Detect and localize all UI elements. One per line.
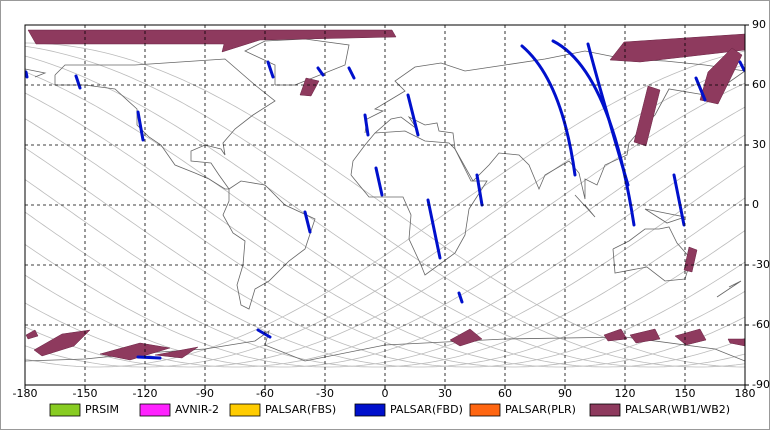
swath: [672, 173, 686, 227]
plot-border: [24, 24, 746, 386]
y-tick-label: -30: [752, 258, 770, 271]
y-tick-label: -60: [752, 318, 770, 331]
x-tick-label: -30: [316, 387, 334, 400]
swath: [457, 291, 464, 304]
swath: [520, 44, 577, 177]
swath: [694, 76, 707, 102]
legend-swatch: [589, 403, 621, 417]
wb-swaths: [25, 29, 745, 361]
swath: [256, 328, 272, 339]
swath: [586, 42, 630, 187]
legend-swatch: [139, 403, 171, 417]
x-tick-label: 60: [498, 387, 512, 400]
swath: [25, 329, 39, 340]
orbit-track: [25, 63, 745, 368]
swath: [629, 328, 661, 344]
swath: [674, 328, 707, 346]
legend-swatch: [49, 403, 81, 417]
legend-label: AVNIR-2: [175, 403, 219, 416]
legend: PRSIM AVNIR-2 PALSAR(FBS) PALSAR(FBD) PALSAR…: [49, 403, 730, 417]
orbit-track: [25, 71, 745, 368]
swath: [551, 39, 636, 227]
coastline: [54, 58, 276, 190]
coastline: [222, 180, 316, 310]
legend-swatch: [354, 403, 386, 417]
coastline: [644, 208, 687, 224]
swath: [299, 77, 320, 97]
coastline: [25, 68, 47, 78]
swath: [406, 93, 420, 137]
coastline: [350, 130, 488, 276]
swath: [303, 210, 312, 234]
swath: [154, 346, 199, 359]
legend-label: PRSIM: [85, 403, 119, 416]
y-tick-label: 0: [752, 198, 759, 211]
legend-swatch: [469, 403, 501, 417]
orbit-track: [25, 147, 745, 368]
swath: [33, 329, 91, 357]
coastline: [612, 226, 692, 282]
fbd-swaths: [25, 39, 745, 360]
swath: [475, 173, 484, 207]
x-tick-label: -90: [196, 387, 214, 400]
x-tick-label: 0: [382, 387, 389, 400]
swath: [683, 246, 698, 273]
swath: [99, 342, 171, 361]
swath: [609, 33, 745, 63]
coastline: [364, 50, 745, 200]
swath: [727, 338, 745, 347]
x-tick-label: -150: [73, 387, 98, 400]
swath: [136, 355, 162, 360]
swath: [374, 166, 384, 197]
swath: [347, 66, 356, 80]
coastline: [574, 194, 596, 218]
coastline: [716, 280, 742, 298]
x-tick-label: 90: [558, 387, 572, 400]
legend-label: PALSAR(PLR): [505, 403, 576, 416]
swath: [27, 29, 397, 53]
swath: [449, 328, 483, 347]
legend-swatch: [229, 403, 261, 417]
y-tick-label: -90: [752, 378, 770, 391]
x-tick-label: 30: [438, 387, 452, 400]
y-tick-label: 60: [752, 78, 766, 91]
legend-label: PALSAR(WB1/WB2): [625, 403, 730, 416]
y-tick-label: 90: [752, 18, 766, 31]
orbit-track: [25, 197, 745, 368]
orbit-tracks: [25, 42, 745, 368]
orbit-track: [25, 179, 745, 368]
x-tick-label: -60: [256, 387, 274, 400]
swath: [136, 110, 145, 142]
x-tick-label: -180: [13, 387, 38, 400]
swath: [316, 66, 325, 77]
x-tick-label: 120: [615, 387, 636, 400]
orbit-track: [25, 118, 745, 368]
swath: [603, 328, 628, 342]
x-tick-label: 180: [735, 387, 756, 400]
swath: [699, 47, 743, 105]
legend-label: PALSAR(FBD): [390, 403, 463, 416]
swath: [738, 60, 745, 72]
swath: [633, 85, 661, 147]
y-tick-label: 30: [752, 138, 766, 151]
orbit-track: [25, 82, 745, 368]
orbit-track: [25, 106, 745, 368]
swath: [74, 74, 82, 90]
swath: [426, 198, 442, 260]
swath: [363, 113, 370, 137]
orbit-track: [25, 92, 745, 368]
orbit-track: [25, 165, 745, 368]
swath: [25, 70, 29, 79]
legend-label: PALSAR(FBS): [265, 403, 336, 416]
orbit-track: [25, 134, 745, 368]
x-tick-label: 150: [675, 387, 696, 400]
swath: [266, 60, 275, 79]
x-tick-label: -120: [133, 387, 158, 400]
